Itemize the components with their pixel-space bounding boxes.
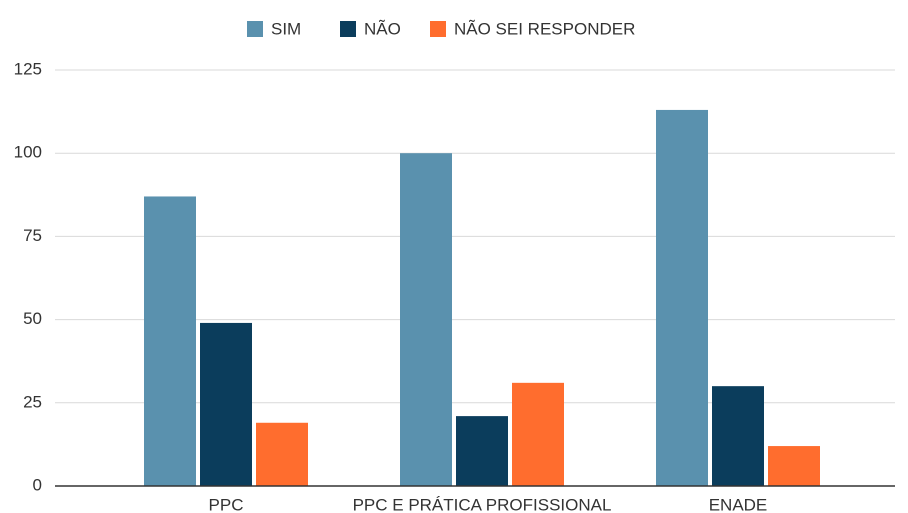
bar [256,422,308,486]
bar [456,416,508,486]
bar [200,322,252,486]
legend-swatch [340,21,356,37]
bar [144,196,196,487]
x-tick-label: PPC [209,495,244,513]
y-tick-label: 75 [23,226,42,245]
y-tick-label: 25 [23,392,42,411]
x-tick-label: PPC E PRÁTICA PROFISSIONAL [353,495,612,513]
legend-swatch [247,21,263,37]
y-tick-label: 0 [33,475,42,494]
legend-label: SIM [271,19,301,38]
bar [400,153,452,486]
x-tick-label: ENADE [709,495,768,513]
legend-swatch [430,21,446,37]
bar [512,382,564,486]
bar [712,386,764,486]
bar [768,446,820,486]
bar [656,109,708,486]
y-tick-label: 125 [14,59,42,78]
y-tick-label: 50 [23,309,42,328]
legend-label: NÃO SEI RESPONDER [454,19,635,38]
legend-label: NÃO [364,19,401,38]
y-tick-label: 100 [14,143,42,162]
